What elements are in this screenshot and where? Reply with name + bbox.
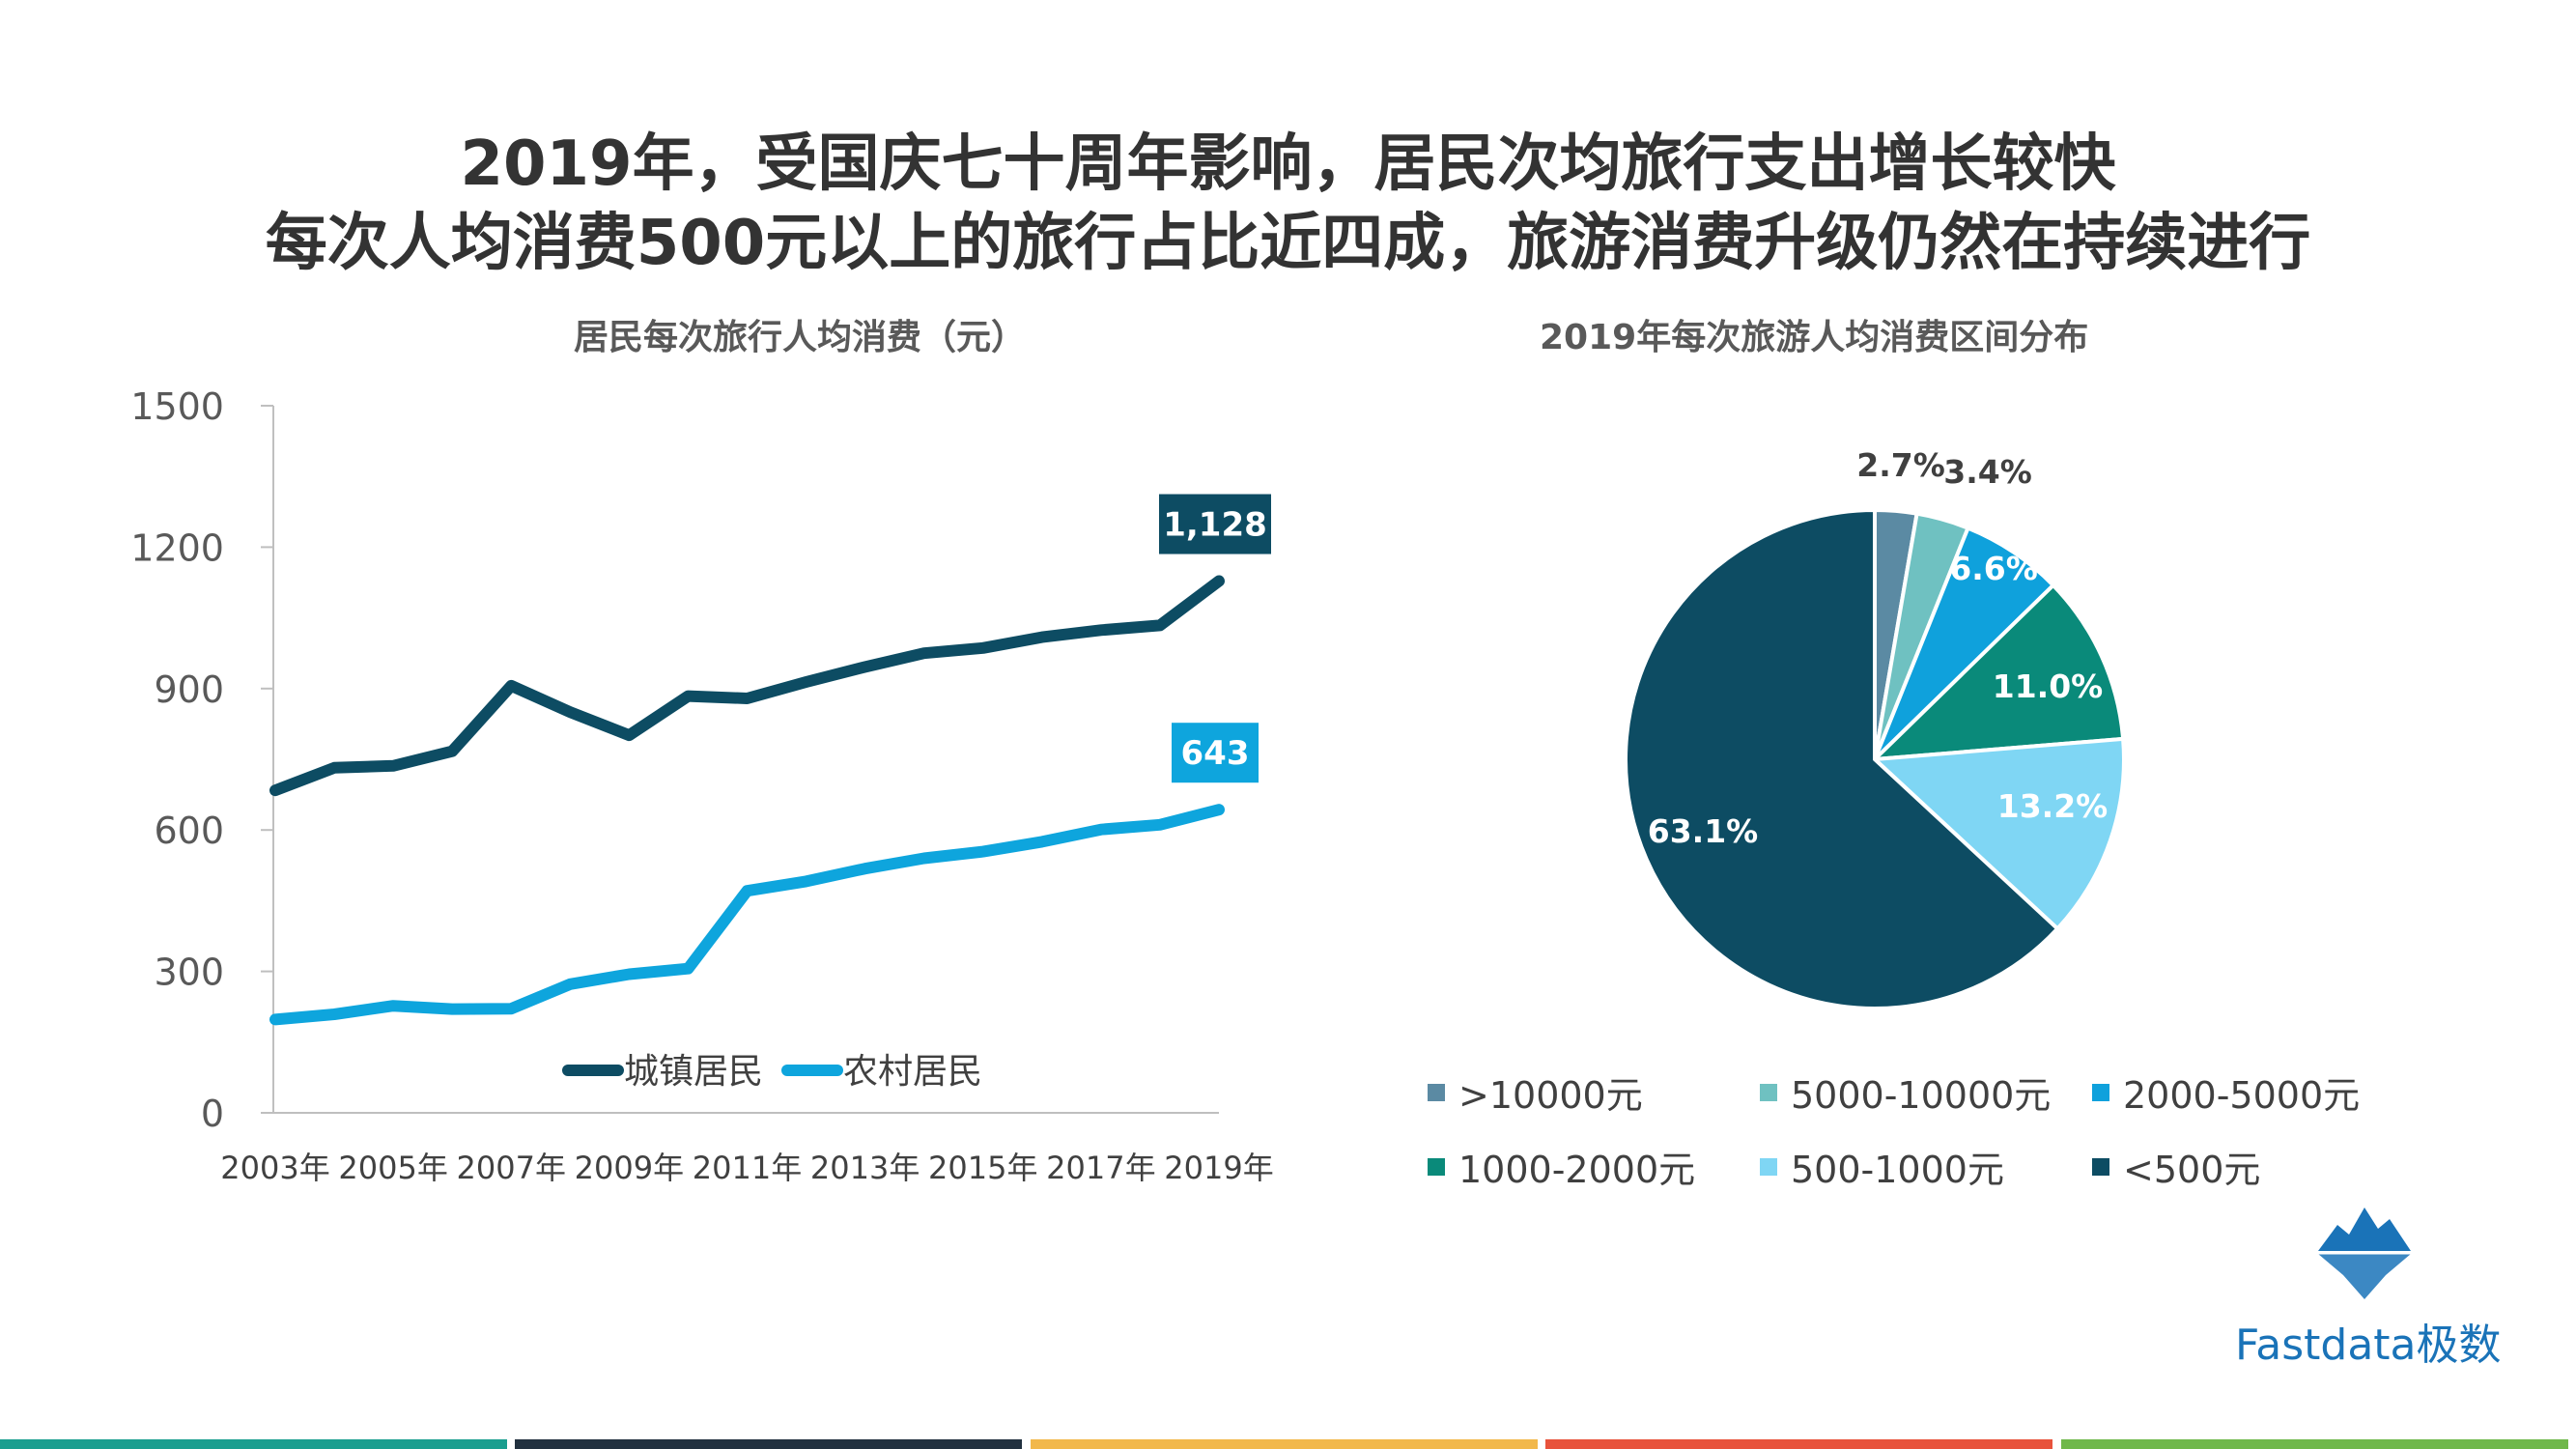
legend-color-swatch bbox=[1760, 1083, 1777, 1101]
legend-series-label: 农村居民 bbox=[843, 1052, 982, 1092]
pie-legend-item: >10000元 bbox=[1428, 1065, 1643, 1119]
bottom-bar-segment bbox=[515, 1439, 1022, 1449]
title-line-2: 每次人均消费500元以上的旅行占比近四成，旅游消费升级仍然在持续进行 bbox=[265, 208, 2311, 279]
legend-color-swatch bbox=[2092, 1157, 2109, 1176]
pie-legend-item: 500-1000元 bbox=[1760, 1140, 2004, 1193]
y-tick-label: 600 bbox=[154, 810, 224, 852]
line-chart-title: 居民每次旅行人均消费（元） bbox=[574, 318, 1027, 357]
legend-color-swatch bbox=[1760, 1157, 1777, 1176]
pie-slice-label: 6.6% bbox=[1949, 550, 2038, 587]
x-tick-label: 2013年 bbox=[810, 1150, 920, 1186]
legend-label: 5000-10000元 bbox=[1791, 1074, 2052, 1117]
pie-slice-label: 2.7% bbox=[1856, 446, 1945, 484]
y-tick-label: 300 bbox=[154, 952, 224, 994]
x-tick-label: 2011年 bbox=[693, 1150, 802, 1186]
series-line-rural bbox=[269, 804, 1225, 1026]
end-value-label-box bbox=[1172, 723, 1259, 783]
legend-label: <500元 bbox=[2123, 1149, 2261, 1191]
bottom-bar-segment bbox=[1545, 1439, 2052, 1449]
pie-slice bbox=[1624, 507, 2061, 1010]
bottom-bar-segment bbox=[0, 1439, 507, 1449]
end-value-label: 1,128 bbox=[1163, 506, 1267, 545]
y-tick-label: 900 bbox=[154, 668, 224, 711]
x-tick-label: 2015年 bbox=[928, 1150, 1037, 1186]
series-line-urban bbox=[269, 575, 1225, 797]
y-tick-label: 0 bbox=[201, 1093, 224, 1135]
iceberg-logo-icon bbox=[2310, 1208, 2419, 1299]
legend-label: 500-1000元 bbox=[1791, 1149, 2004, 1191]
y-tick-label: 1200 bbox=[130, 526, 224, 569]
x-tick-label: 2007年 bbox=[457, 1150, 566, 1186]
end-value-label-box bbox=[1159, 494, 1271, 554]
x-tick-label: 2019年 bbox=[1164, 1150, 1273, 1186]
pie-slice-label: 13.2% bbox=[1997, 787, 2109, 825]
x-tick-label: 2017年 bbox=[1046, 1150, 1155, 1186]
logo-text: Fastdata极数 bbox=[2235, 1321, 2502, 1370]
x-tick-label: 2005年 bbox=[338, 1150, 447, 1186]
pie-slice bbox=[1870, 736, 2126, 932]
x-tick-label: 2003年 bbox=[220, 1150, 329, 1186]
x-tick-label: 2009年 bbox=[575, 1150, 684, 1186]
y-tick-label: 1500 bbox=[130, 385, 224, 428]
pie-legend-item: 2000-5000元 bbox=[2092, 1065, 2360, 1119]
legend-color-swatch bbox=[2092, 1083, 2109, 1101]
legend-label: >10000元 bbox=[1458, 1074, 1643, 1117]
legend-series-label: 城镇居民 bbox=[624, 1052, 763, 1092]
pie-slice-label: 3.4% bbox=[1943, 453, 2032, 491]
pie-slice bbox=[1869, 582, 2126, 762]
legend-color-swatch bbox=[1428, 1083, 1445, 1101]
pie-slice-label: 63.1% bbox=[1648, 812, 1759, 850]
title-line-1: 2019年，受国庆七十周年影响，居民次均旅行支出增长较快 bbox=[460, 128, 2116, 200]
pie-chart-title: 2019年每次旅游人均消费区间分布 bbox=[1540, 318, 2089, 357]
pie-legend-item: <500元 bbox=[2092, 1140, 2260, 1193]
pie-legend-item: 1000-2000元 bbox=[1428, 1140, 1695, 1193]
pie-slice-label: 11.0% bbox=[1993, 668, 2104, 705]
legend-color-swatch bbox=[1428, 1157, 1445, 1176]
end-value-label: 643 bbox=[1181, 734, 1250, 773]
pie-legend-item: 5000-10000元 bbox=[1760, 1065, 2051, 1119]
legend-label: 2000-5000元 bbox=[2123, 1074, 2361, 1117]
bottom-bar-segment bbox=[2061, 1439, 2568, 1449]
legend-label: 1000-2000元 bbox=[1458, 1149, 1696, 1191]
bottom-bar-segment bbox=[1031, 1439, 1538, 1449]
